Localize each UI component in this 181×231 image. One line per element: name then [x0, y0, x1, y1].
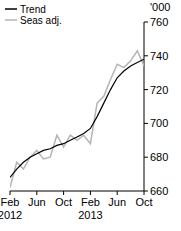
x-axis	[10, 191, 144, 192]
x-tick	[36, 191, 37, 195]
y-tick	[144, 55, 148, 56]
y-tick	[144, 89, 148, 90]
x-tick-label: Feb2013	[78, 196, 102, 221]
x-tick-label: Feb2012	[0, 196, 22, 221]
x-tick	[10, 191, 11, 195]
series-line	[10, 59, 144, 177]
y-tick-label: 740	[150, 50, 168, 62]
y-tick-label: 680	[150, 151, 168, 163]
x-tick	[144, 191, 145, 195]
x-tick	[117, 191, 118, 195]
x-tick-label: Oct	[55, 196, 72, 208]
x-tick-label: Jun	[108, 196, 126, 208]
x-tick-label-line: Jun	[28, 196, 46, 208]
x-tick-label-line: Feb	[81, 196, 100, 208]
x-tick-label-line: Oct	[55, 196, 72, 208]
x-tick-label: Jun	[28, 196, 46, 208]
y-tick-label: 660	[150, 185, 168, 197]
x-tick	[63, 191, 64, 195]
plot	[10, 51, 144, 188]
legend-swatch	[5, 8, 17, 10]
legend-swatch	[5, 19, 17, 21]
y-axis-label: '000	[150, 1, 170, 13]
x-tick	[90, 191, 91, 195]
y-tick	[144, 157, 148, 158]
y-tick	[144, 123, 148, 124]
x-tick-label-line: Feb	[1, 196, 20, 208]
y-tick	[144, 22, 148, 23]
x-tick-label-line: Jun	[108, 196, 126, 208]
x-tick-label-line: 2012	[0, 209, 22, 221]
y-tick-label: 700	[150, 117, 168, 129]
y-tick	[144, 191, 148, 192]
y-tick-label: 760	[150, 16, 168, 28]
x-tick-label-line: 2013	[78, 209, 102, 221]
series-line	[10, 51, 144, 188]
x-tick-label-line: Oct	[135, 196, 152, 208]
chart: 660680700720740760'000Feb2012JunOctFeb20…	[0, 0, 181, 231]
legend-label: Trend	[20, 4, 46, 15]
x-tick-label: Oct	[135, 196, 152, 208]
y-axis	[144, 22, 145, 191]
legend-label: Seas adj.	[20, 15, 62, 26]
y-tick-label: 720	[150, 84, 168, 96]
